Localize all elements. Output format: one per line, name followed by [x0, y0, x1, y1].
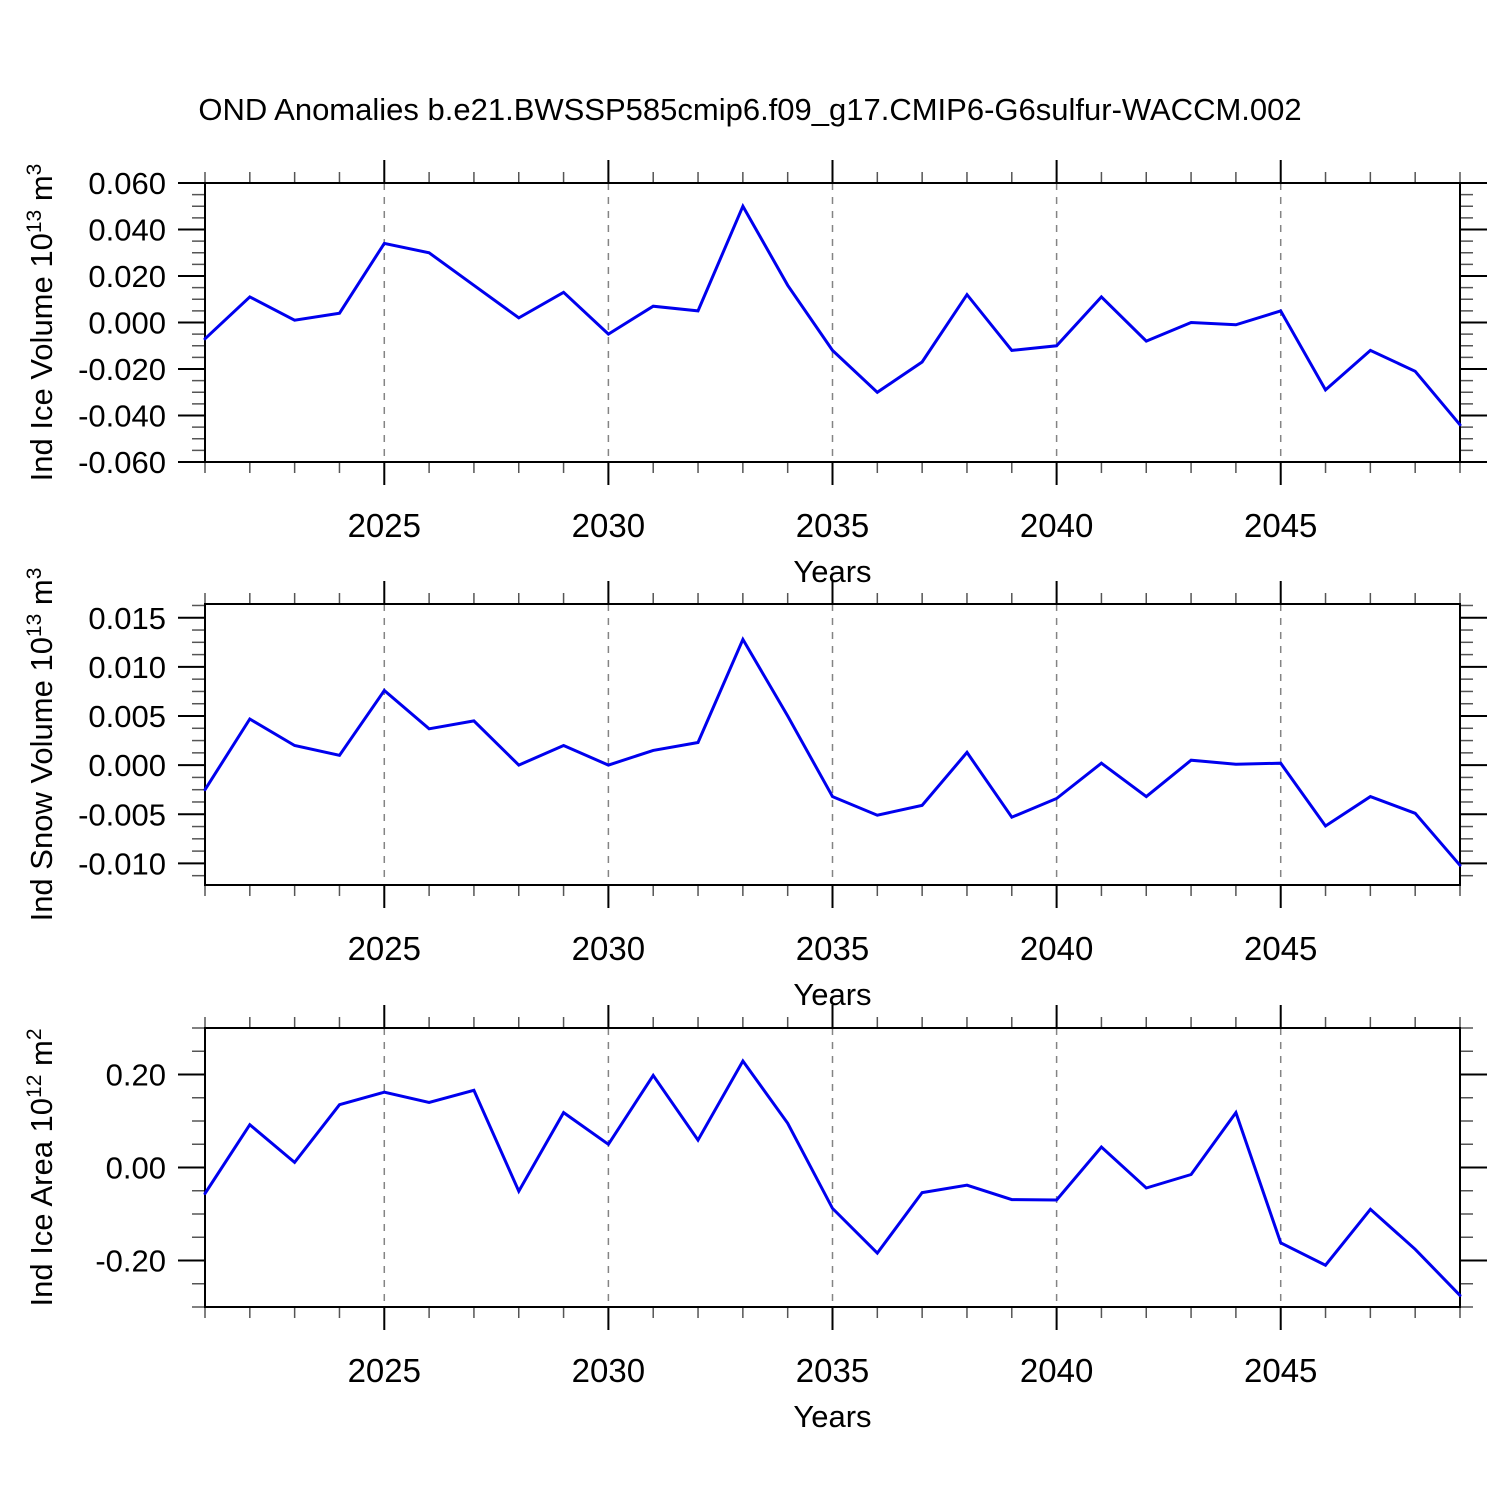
y-tick-label: 0.005	[88, 699, 166, 734]
x-tick-label: 2045	[1244, 930, 1317, 967]
y-tick-label: 0.040	[88, 213, 166, 248]
y-tick-label: -0.005	[78, 797, 166, 832]
y-axis-title: Ind Snow Volume 1013 m3	[23, 568, 59, 922]
series-line-snow-volume	[203, 636, 1462, 867]
x-tick-label: 2025	[348, 1352, 421, 1389]
plot-box	[204, 1027, 1461, 1308]
x-tick-label: 2030	[572, 930, 645, 967]
y-axis-title: Ind Ice Volume 1013 m3	[23, 164, 59, 482]
panel-snow-volume: 0.015 0.010 0.005 0.000 -0.005 -0.010 2025 2030…	[23, 568, 1487, 1012]
x-tick-label: 2025	[348, 507, 421, 544]
y-tick-label: 0.000	[88, 748, 166, 783]
y-tick-label: 0.00	[106, 1151, 166, 1186]
x-tick-label: 2035	[796, 1352, 869, 1389]
y-tick-label: 0.020	[88, 259, 166, 294]
y-tick-label: 0.20	[106, 1058, 166, 1093]
y-tick-label: 0.010	[88, 650, 166, 685]
x-tick-label: 2035	[796, 507, 869, 544]
y-axis-title: Ind Ice Area 1012 m2	[23, 1028, 59, 1306]
chart-title: OND Anomalies b.e21.BWSSP585cmip6.f09_g1…	[198, 92, 1302, 127]
series-line-ice-area	[203, 1058, 1462, 1297]
y-tick-label: -0.010	[78, 846, 166, 881]
y-tick-label: -0.060	[78, 445, 166, 480]
x-axis-title: Years	[793, 1399, 871, 1434]
panel-ice-area: 0.20 0.00 -0.20 2025 2030 2035 2040 2045 Years In…	[23, 1005, 1487, 1434]
x-tick-label: 2045	[1244, 507, 1317, 544]
y-tick-label: 0.015	[88, 601, 166, 636]
x-tick-label: 2040	[1020, 507, 1093, 544]
plot-box	[204, 603, 1461, 886]
x-tick-label: 2035	[796, 930, 869, 967]
panel-ice-volume: 0.060 0.040 0.020 0.000 -0.020 -0.040 -0.060 20…	[23, 160, 1487, 589]
x-tick-label: 2030	[572, 1352, 645, 1389]
y-tick-label: 0.000	[88, 306, 166, 341]
series-line-ice-volume	[203, 202, 1462, 427]
x-tick-label: 2040	[1020, 1352, 1093, 1389]
x-tick-label: 2045	[1244, 1352, 1317, 1389]
x-tick-label: 2040	[1020, 930, 1093, 967]
y-tick-label: 0.060	[88, 166, 166, 201]
y-tick-label: -0.020	[78, 352, 166, 387]
x-tick-label: 2025	[348, 930, 421, 967]
y-tick-label: -0.040	[78, 399, 166, 434]
y-tick-label: -0.20	[95, 1244, 166, 1279]
x-tick-label: 2030	[572, 507, 645, 544]
plot-box	[204, 182, 1461, 463]
